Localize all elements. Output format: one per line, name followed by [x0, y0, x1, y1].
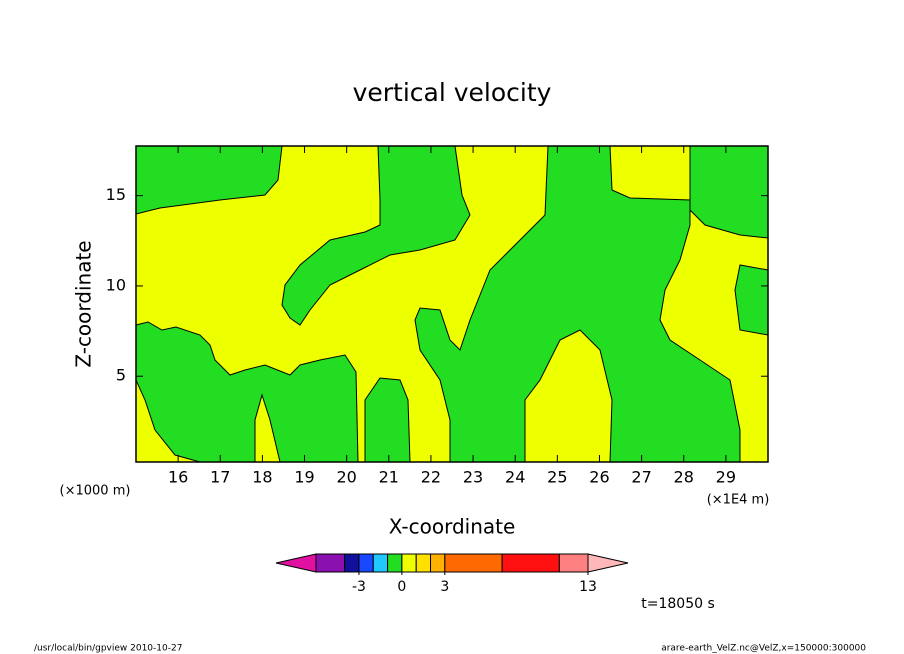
colorbar-segment — [358, 553, 374, 573]
y-tick-label: 5 — [116, 366, 126, 385]
colorbar-tick-label: 0 — [397, 579, 406, 595]
contour-region — [364, 377, 411, 463]
colorbar-segment — [372, 553, 389, 573]
colorbar-tick-label: 3 — [440, 579, 449, 595]
x-tick-label: 28 — [674, 468, 694, 487]
contour-group — [135, 145, 769, 463]
x-tick-label: 18 — [252, 468, 272, 487]
colorbar-over — [587, 553, 629, 573]
x-axis-label: X-coordinate — [389, 515, 516, 539]
y-tick-label: 10 — [106, 275, 126, 294]
x-tick-label: 21 — [379, 468, 399, 487]
x-tick-label: 27 — [631, 468, 651, 487]
colorbar-segment — [415, 553, 432, 573]
x-tick-label: 19 — [294, 468, 314, 487]
x-tick-label: 24 — [505, 468, 525, 487]
x-tick-label: 26 — [589, 468, 609, 487]
contour-region — [135, 321, 359, 463]
y-unit: (×1000 m) — [60, 484, 131, 499]
x-unit: (×1E4 m) — [707, 493, 770, 508]
x-tick-label: 16 — [168, 468, 188, 487]
chart-title: vertical velocity — [353, 78, 552, 107]
y-axis-label: Z-coordinate — [72, 240, 96, 367]
x-tick-label: 25 — [547, 468, 567, 487]
plot-frame — [135, 145, 769, 463]
colorbar-segment — [315, 553, 346, 573]
colorbar-segment — [558, 553, 589, 573]
x-tick-label: 17 — [210, 468, 230, 487]
footer-left: /usr/local/bin/gpview 2010-10-27 — [34, 644, 182, 654]
colorbar-segment — [430, 553, 446, 573]
contour-region — [734, 264, 769, 336]
x-tick-label: 23 — [463, 468, 483, 487]
time-label: t=18050 s — [641, 596, 715, 612]
colorbar-segment — [387, 553, 403, 573]
colorbar-segment — [444, 553, 503, 573]
x-tick-label: 22 — [421, 468, 441, 487]
plot-area — [135, 145, 769, 463]
x-tick-label: 20 — [336, 468, 356, 487]
y-tick-label: 15 — [106, 185, 126, 204]
colorbar-segment — [344, 553, 360, 573]
contour-region — [414, 145, 741, 463]
contour-region — [135, 145, 283, 215]
colorbar-under — [275, 553, 317, 573]
colorbar-tick-label: -3 — [352, 579, 366, 595]
contour-region — [281, 145, 471, 326]
colorbar-segment — [401, 553, 417, 573]
colorbar-tick-label: 13 — [579, 579, 597, 595]
colorbar-segment — [501, 553, 560, 573]
footer-right: arare-earth_VelZ.nc@VelZ,x=150000:300000 — [661, 644, 866, 654]
x-tick-label: 29 — [716, 468, 736, 487]
